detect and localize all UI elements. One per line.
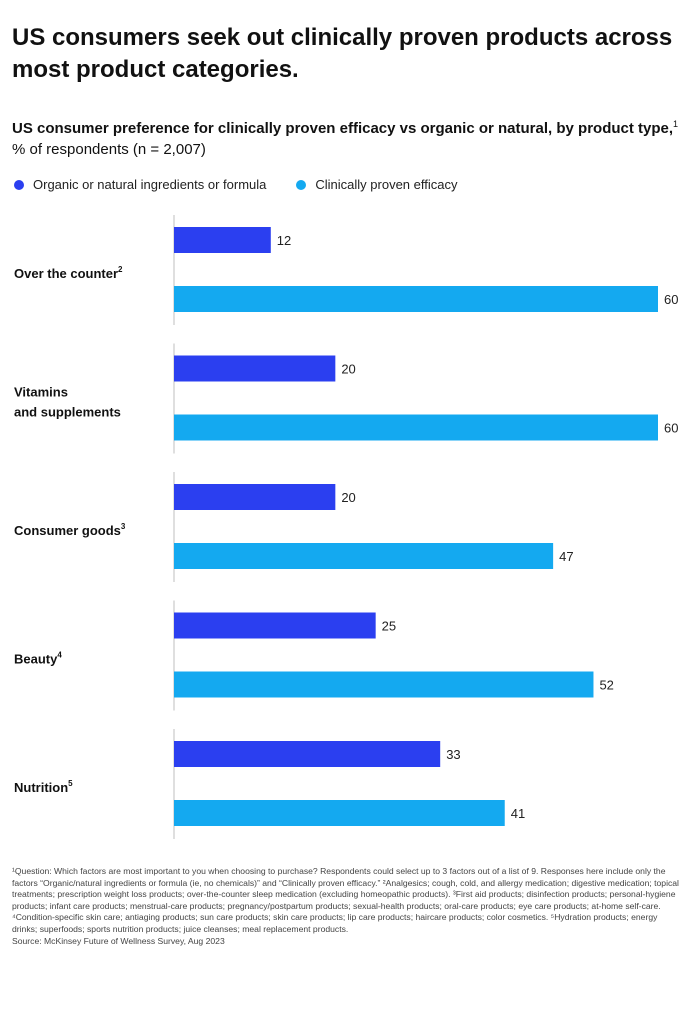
legend-label-clinical: Clinically proven efficacy	[315, 177, 458, 192]
bar-clinical-1	[174, 414, 658, 441]
data-label-organic-3: 25	[382, 619, 396, 634]
data-label-clinical-1: 60	[664, 421, 678, 436]
legend-swatch-organic	[14, 179, 24, 190]
chart-title: US consumers seek out clinically proven …	[12, 24, 673, 83]
data-label-clinical-3: 52	[599, 678, 613, 693]
bar-chart: Over the counter2 12 60 Vitamins and supplem…	[14, 215, 678, 839]
data-label-organic-2: 20	[341, 490, 355, 505]
bar-organic-3	[174, 612, 376, 639]
bar-clinical-2	[174, 543, 554, 569]
data-label-clinical-0: 60	[664, 292, 678, 307]
category-label-1: Vitamins and supplements	[14, 385, 121, 420]
footnote: ¹Question: Which factors are most import…	[12, 866, 684, 947]
bar-organic-4	[174, 741, 441, 767]
data-label-clinical-4: 41	[511, 806, 525, 821]
source-text: Source: McKinsey Future of Wellness Surv…	[12, 935, 225, 946]
subtitle-rest: % of respondents (n = 2,007)	[12, 141, 206, 158]
category-label-4: Nutrition5	[14, 779, 73, 795]
category-label-3: Beauty4	[14, 651, 62, 667]
legend-item-organic: Organic or natural ingredients or formul…	[14, 177, 266, 192]
legend-item-clinical: Clinically proven efficacy	[296, 177, 458, 192]
bar-clinical-4	[174, 800, 505, 826]
footnote-text: ¹Question: Which factors are most import…	[12, 866, 679, 934]
subtitle-footnote-marker: 1	[673, 119, 679, 129]
data-label-organic-0: 12	[277, 233, 291, 248]
category-label-0: Over the counter2	[14, 265, 123, 281]
legend: Organic or natural ingredients or formul…	[14, 177, 488, 192]
bar-organic-1	[174, 355, 336, 382]
data-label-clinical-2: 47	[559, 549, 573, 564]
legend-label-organic: Organic or natural ingredients or formul…	[33, 177, 267, 192]
bar-clinical-3	[174, 671, 594, 698]
legend-swatch-clinical	[296, 179, 307, 190]
data-label-organic-1: 20	[341, 362, 355, 377]
category-label-2: Consumer goods3	[14, 522, 126, 538]
subtitle-bold: US consumer preference for clinically pr…	[12, 120, 674, 137]
chart-subtitle: US consumer preference for clinically pr…	[12, 114, 688, 160]
bar-clinical-0	[174, 286, 658, 312]
bar-organic-2	[174, 484, 336, 510]
bar-organic-0	[174, 227, 271, 253]
data-label-organic-4: 33	[446, 747, 460, 762]
